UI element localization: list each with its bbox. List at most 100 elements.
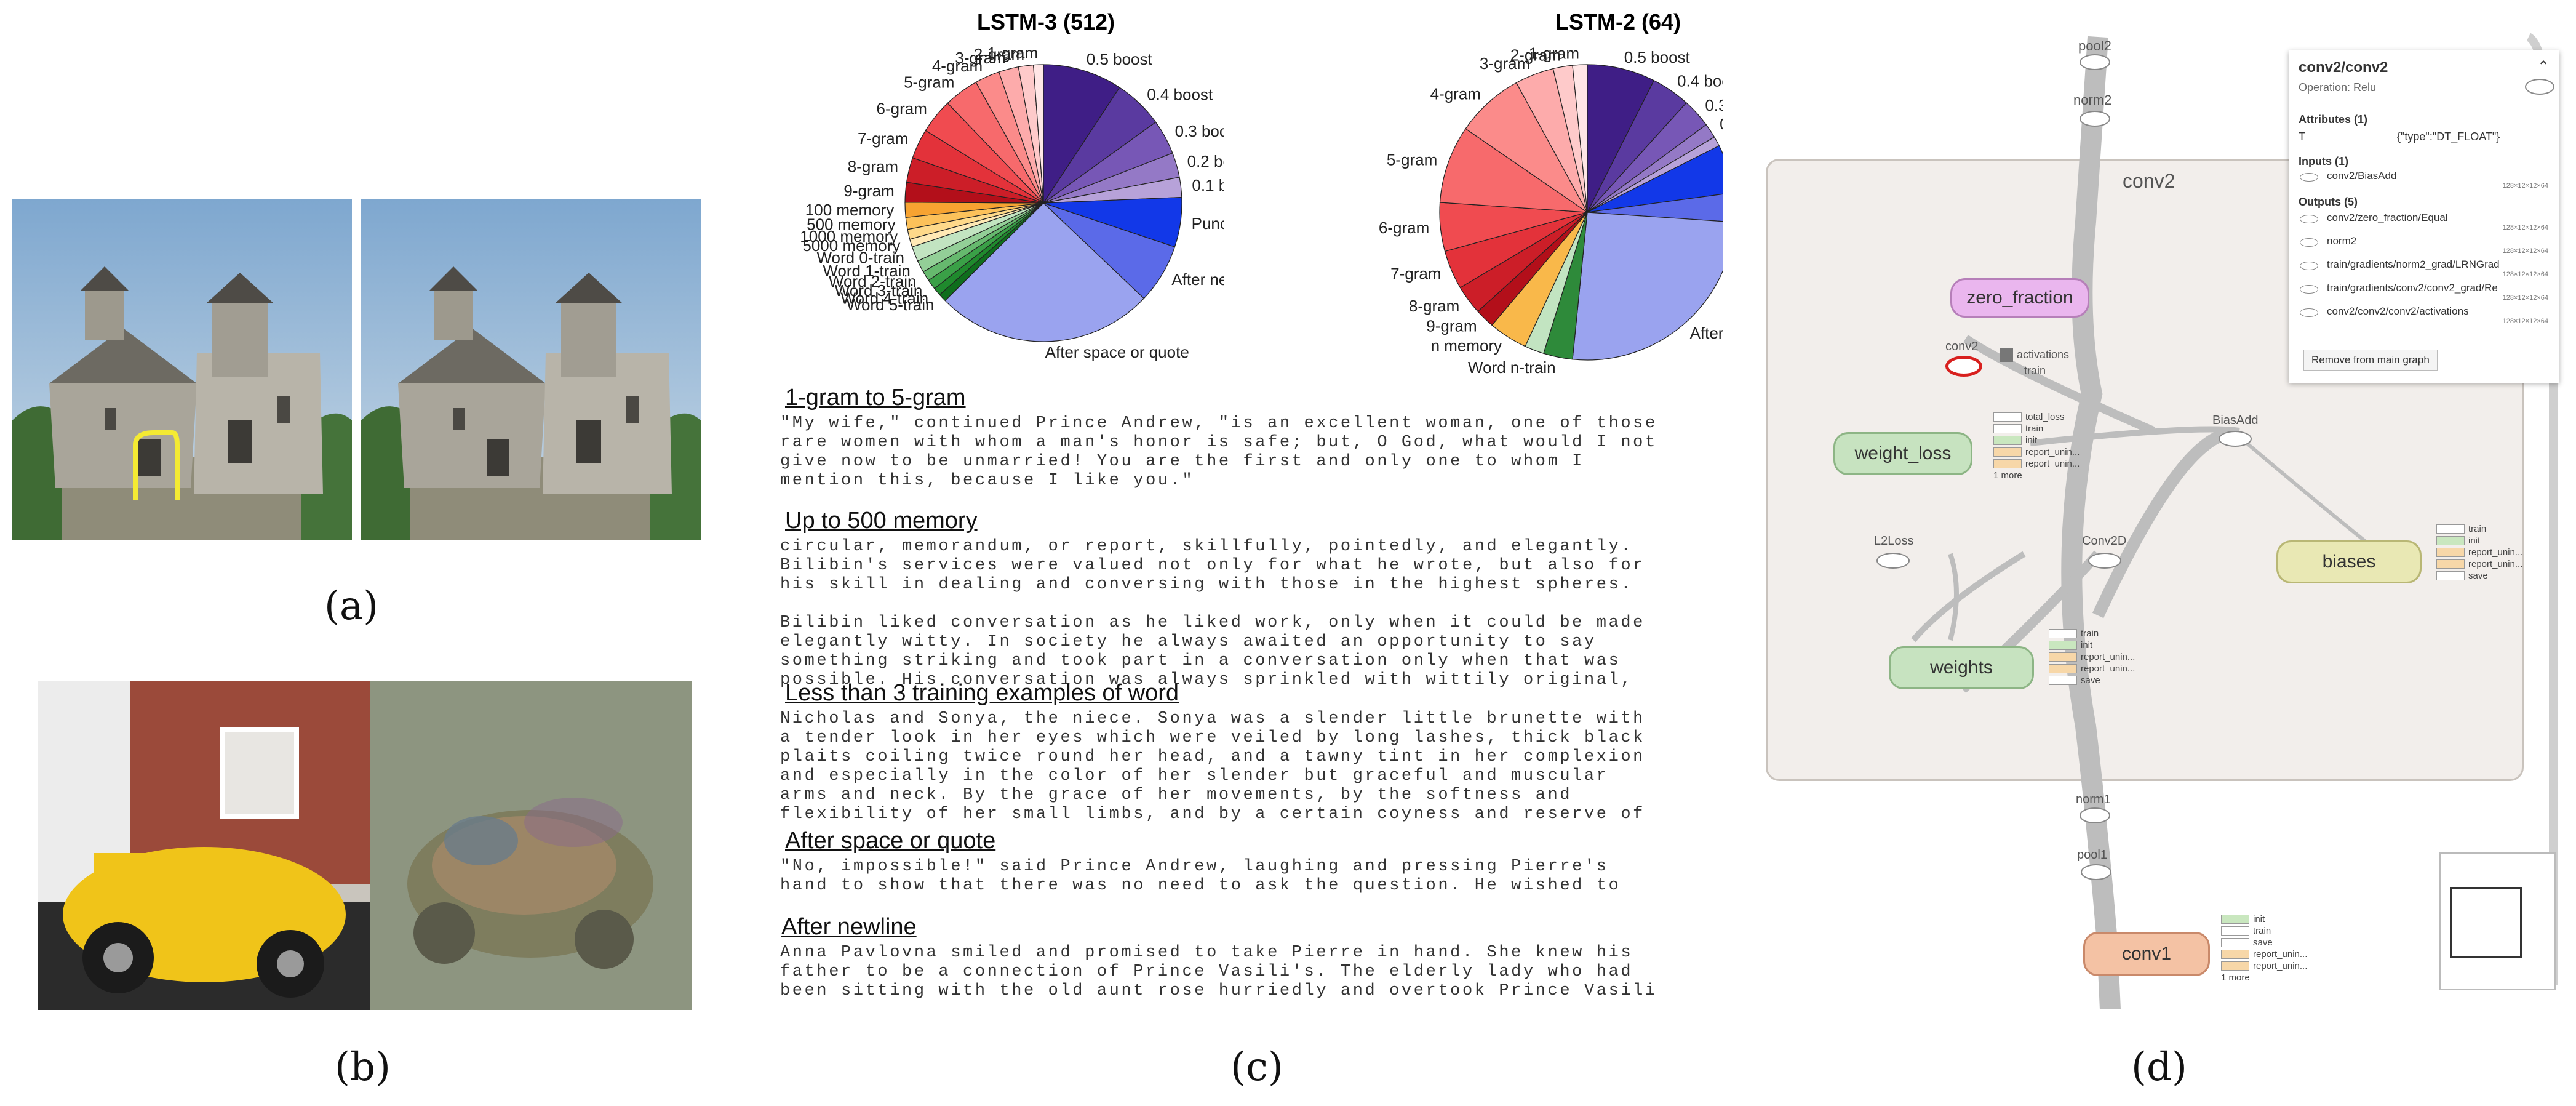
pool1-op[interactable] bbox=[2081, 864, 2111, 880]
pie-slice bbox=[1587, 64, 1655, 213]
aux-label: save bbox=[2468, 571, 2488, 581]
aux-item[interactable]: train bbox=[1993, 423, 2080, 435]
aux-swatch bbox=[2049, 629, 2077, 638]
io-row[interactable]: norm2 128×12×12×64 bbox=[2299, 235, 2551, 258]
chevron-up-icon[interactable]: ⌃ bbox=[2537, 58, 2550, 75]
text-line: flexibility of her small limbs, and by a… bbox=[780, 805, 1645, 823]
norm1-op[interactable] bbox=[2080, 807, 2110, 823]
aux-item[interactable]: total_loss bbox=[1993, 411, 2080, 423]
aux-item[interactable]: train bbox=[2436, 523, 2522, 535]
conv2-train-label: train bbox=[2024, 364, 2046, 377]
minimap-viewport[interactable] bbox=[2450, 887, 2522, 958]
conv1-node[interactable]: conv1 bbox=[2083, 932, 2210, 976]
panel-label-c: (c) bbox=[1230, 1044, 1283, 1090]
weights-node[interactable]: weights bbox=[1889, 646, 2034, 689]
aux-label: init bbox=[2468, 535, 2481, 546]
car-visualization bbox=[370, 681, 692, 1010]
aux-item[interactable]: report_unin... bbox=[2049, 651, 2135, 663]
bias-add-op[interactable] bbox=[2219, 431, 2252, 447]
text-line: and especially in the color of her slend… bbox=[780, 767, 1609, 785]
aux-swatch bbox=[2049, 641, 2077, 650]
io-row[interactable]: train/gradients/conv2/conv2_grad/Re 128×1… bbox=[2299, 282, 2551, 305]
aux-label: train bbox=[2081, 628, 2099, 639]
op-ellipse-icon bbox=[2300, 262, 2318, 270]
aux-item[interactable]: report_unin... bbox=[1993, 446, 2080, 458]
attr-key: T bbox=[2299, 130, 2305, 143]
aux-item[interactable]: train bbox=[2221, 925, 2307, 937]
weight-loss-node[interactable]: weight_loss bbox=[1833, 432, 1972, 475]
aux-item[interactable]: report_unin... bbox=[2221, 948, 2307, 960]
pie-slice-label: 9-gram bbox=[1426, 316, 1477, 335]
aux-item[interactable]: report_unin... bbox=[2436, 547, 2522, 558]
aux-swatch bbox=[1993, 436, 2022, 445]
aux-swatch bbox=[1993, 412, 2022, 422]
aux-label: 1 more bbox=[1993, 470, 2022, 481]
biases-aux-list: train init report_unin... report_unin... sav… bbox=[2436, 523, 2522, 582]
aux-item[interactable]: save bbox=[2221, 937, 2307, 948]
pie-slice-label: 6-gram bbox=[877, 99, 927, 118]
section-title: 1-gram to 5-gram bbox=[785, 385, 966, 411]
aux-item[interactable]: save bbox=[2049, 675, 2135, 686]
pie-slice-label: 0.3 boost bbox=[1705, 96, 1723, 114]
text-line: arms and neck. By the grace of her movem… bbox=[780, 786, 1573, 804]
io-name: conv2/conv2/conv2/activations bbox=[2327, 305, 2469, 317]
op-ellipse-icon bbox=[2300, 308, 2318, 317]
aux-item[interactable]: init bbox=[2049, 639, 2135, 651]
pie-slice-label: 500 memory bbox=[807, 215, 896, 234]
pie2-slices bbox=[1439, 64, 1723, 361]
io-row[interactable]: conv2/conv2/conv2/activations 128×12×12×6… bbox=[2299, 305, 2551, 329]
panel-label-b: (b) bbox=[335, 1044, 391, 1090]
io-shape: 128×12×12×64 bbox=[2502, 271, 2548, 278]
pie-slice-label: Word 3-train bbox=[835, 281, 923, 300]
text-line: circular, memorandum, or report, skillfu… bbox=[780, 537, 1633, 556]
pie-slice-label: 6-gram bbox=[1379, 218, 1429, 237]
biases-node[interactable]: biases bbox=[2276, 540, 2422, 583]
section-title: Up to 500 memory bbox=[785, 508, 978, 534]
minimap[interactable] bbox=[2439, 852, 2556, 990]
aux-item[interactable]: 1 more bbox=[1993, 470, 2080, 481]
aux-item[interactable]: report_unin... bbox=[2436, 558, 2522, 570]
pie-slice-label: n memory bbox=[1431, 336, 1502, 355]
conv2-op[interactable] bbox=[1945, 356, 1982, 377]
pie-slice-label: Word 4-train bbox=[841, 289, 929, 307]
text-line: father to be a connection of Prince Vasi… bbox=[780, 963, 1633, 981]
io-shape: 128×12×12×64 bbox=[2502, 294, 2548, 302]
section-title: After newline bbox=[781, 914, 917, 940]
io-row[interactable]: conv2/zero_fraction/Equal 128×12×12×64 bbox=[2299, 212, 2551, 235]
zero-fraction-node[interactable]: zero_fraction bbox=[1950, 278, 2089, 318]
l2loss-op[interactable] bbox=[1876, 553, 1910, 569]
norm2-label: norm2 bbox=[2073, 92, 2112, 108]
remove-from-main-graph-button[interactable]: Remove from main graph bbox=[2303, 350, 2438, 371]
io-row[interactable]: train/gradients/norm2_grad/LRNGrad 128×12… bbox=[2299, 258, 2551, 282]
inputs-list: conv2/BiasAdd 128×12×12×64 bbox=[2299, 170, 2551, 193]
aux-swatch bbox=[2221, 915, 2249, 924]
pie-slice-label: 0.4 boost bbox=[1147, 86, 1213, 104]
aux-label: report_unin... bbox=[2025, 459, 2080, 469]
norm2-op[interactable] bbox=[2080, 111, 2110, 127]
pool2-op[interactable] bbox=[2080, 54, 2110, 70]
text-line: "No, impossible!" said Prince Andrew, la… bbox=[780, 857, 1609, 876]
pie2-title: LSTM-2 (64) bbox=[1555, 9, 1681, 34]
pie-slice-label: 0.1 boost bbox=[1192, 176, 1224, 194]
aux-swatch bbox=[1993, 459, 2022, 468]
aux-item[interactable]: save bbox=[2436, 570, 2522, 582]
aux-item[interactable]: report_unin... bbox=[2221, 960, 2307, 972]
graph-canvas[interactable]: conv2 pool2 norm2 zero_fraction conv2 ac… bbox=[1766, 0, 2566, 1009]
pie1-title: LSTM-3 (512) bbox=[977, 9, 1115, 34]
aux-item[interactable]: init bbox=[2221, 913, 2307, 925]
io-row[interactable]: conv2/BiasAdd 128×12×12×64 bbox=[2299, 170, 2551, 193]
aux-item[interactable]: 1 more bbox=[2221, 972, 2307, 984]
aux-item[interactable]: report_unin... bbox=[1993, 458, 2080, 470]
aux-swatch bbox=[2221, 938, 2249, 947]
aux-item[interactable]: init bbox=[2436, 535, 2522, 547]
pie-slice-label: 4-gram bbox=[932, 57, 983, 75]
aux-label: train bbox=[2025, 423, 2044, 434]
conv2d-label: Conv2D bbox=[2082, 534, 2127, 548]
aux-item[interactable]: train bbox=[2049, 628, 2135, 639]
aux-item[interactable]: report_unin... bbox=[2049, 663, 2135, 675]
pie-slice-label: 0.4 boost bbox=[1677, 71, 1723, 90]
op-ellipse-icon bbox=[2300, 285, 2318, 294]
aux-item[interactable]: init bbox=[1993, 435, 2080, 446]
pie-slice-label: 2-gram bbox=[974, 45, 1024, 63]
conv2d-op[interactable] bbox=[2088, 553, 2121, 569]
